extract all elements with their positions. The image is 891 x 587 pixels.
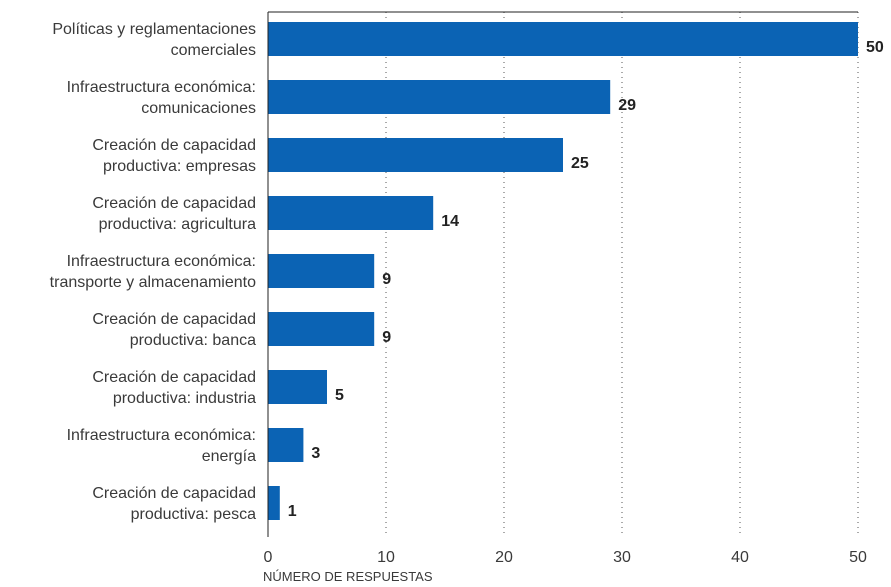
bar: [268, 138, 563, 172]
data-label: 3: [311, 445, 320, 462]
category-label-line: productiva: agricultura: [99, 216, 257, 233]
category-label: Infraestructura económica: comunicaciones: [67, 79, 256, 117]
category-label-line: Políticas y reglamentaciones: [52, 21, 256, 38]
category-label: Creación de capacidad productiva: agricul…: [92, 195, 256, 233]
category-label: Infraestructura económica: transporte y a…: [50, 253, 256, 291]
data-label: 9: [382, 271, 391, 288]
x-tick-labels: 0 10 20 30 40 50: [264, 549, 867, 566]
category-label-line: productiva: pesca: [131, 506, 257, 523]
category-label-line: Creación de capacidad: [92, 311, 256, 328]
tick-label: 50: [849, 549, 867, 566]
bar: [268, 370, 327, 404]
data-label: 50: [866, 39, 884, 56]
category-label: Creación de capacidad productiva: banca: [92, 311, 256, 349]
data-label: 5: [335, 387, 344, 404]
bar: [268, 80, 611, 114]
bar: [268, 486, 280, 520]
category-label-line: Creación de capacidad: [92, 137, 256, 154]
category-label-line: productiva: empresas: [103, 158, 256, 175]
category-label-line: Infraestructura económica:: [67, 79, 256, 96]
tick-label: 20: [495, 549, 513, 566]
data-label: 14: [441, 213, 459, 230]
bars: [268, 22, 858, 520]
bar: [268, 312, 375, 346]
category-label-line: Creación de capacidad: [92, 195, 256, 212]
category-label-line: Infraestructura económica:: [67, 253, 256, 270]
category-label-line: Infraestructura económica:: [67, 427, 256, 444]
data-label: 1: [288, 503, 297, 520]
bar: [268, 428, 304, 462]
value-labels: 50 29 25 14 9 9 5 3 1: [288, 39, 884, 520]
data-label: 25: [571, 155, 589, 172]
category-label-line: transporte y almacenamiento: [50, 274, 256, 291]
bar: [268, 196, 434, 230]
tick-label: 30: [613, 549, 631, 566]
category-label: Creación de capacidad productiva: industr…: [92, 369, 256, 407]
bar: [268, 22, 858, 56]
category-label: Infraestructura económica: energía: [67, 427, 257, 465]
tick-label: 10: [377, 549, 395, 566]
category-label: Creación de capacidad productiva: empresa…: [92, 137, 256, 175]
category-label-line: energía: [202, 448, 256, 465]
category-label: Políticas y reglamentaciones comerciales: [52, 21, 256, 59]
bar: [268, 254, 375, 288]
category-label-line: Creación de capacidad: [92, 485, 256, 502]
category-label-line: Creación de capacidad: [92, 369, 256, 386]
category-label-line: comerciales: [171, 42, 256, 59]
tick-label: 40: [731, 549, 749, 566]
category-labels: Políticas y reglamentaciones comerciales I…: [50, 21, 256, 523]
data-label: 29: [618, 97, 636, 114]
category-label: Creación de capacidad productiva: pesca: [92, 485, 256, 523]
category-label-line: productiva: industria: [113, 390, 256, 407]
data-label: 9: [382, 329, 391, 346]
tick-label: 0: [264, 549, 273, 566]
x-axis-title: NÚMERO DE RESPUESTAS: [263, 569, 433, 584]
category-label-line: productiva: banca: [130, 332, 256, 349]
category-label-line: comunicaciones: [141, 100, 256, 117]
